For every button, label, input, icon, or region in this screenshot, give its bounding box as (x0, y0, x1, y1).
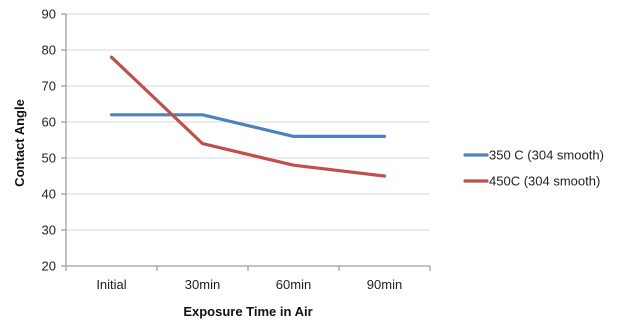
gridlines (66, 13, 430, 231)
y-tick-label: 90 (42, 7, 56, 22)
series-line-1 (109, 55, 387, 178)
x-tick-label: 60min (276, 277, 311, 292)
y-tick-label: 80 (42, 43, 56, 58)
axes (61, 13, 431, 271)
x-axis-title: Exposure Time in Air (183, 304, 312, 319)
legend: 350 C (304 smooth) 450C (304 smooth) (463, 148, 604, 189)
x-tick-label: Initial (96, 277, 126, 292)
x-tick-label: 90min (367, 277, 402, 292)
tick-labels: 20 30 40 50 60 70 80 90 Initial 30min 60min 90min (42, 7, 403, 293)
legend-label-0: 350 C (304 smooth) (489, 148, 604, 163)
y-tick-label: 60 (42, 115, 56, 130)
legend-label-1: 450C (304 smooth) (489, 174, 600, 189)
y-axis-title: Contact Angle (12, 99, 27, 187)
series-lines (109, 55, 387, 178)
y-tick-label: 50 (42, 151, 56, 166)
y-tick-label: 30 (42, 223, 56, 238)
x-tick-label: 30min (185, 277, 220, 292)
y-tick-label: 70 (42, 79, 56, 94)
series-line-0 (109, 113, 387, 138)
y-tick-label: 40 (42, 187, 56, 202)
y-tick-label: 20 (42, 259, 56, 274)
